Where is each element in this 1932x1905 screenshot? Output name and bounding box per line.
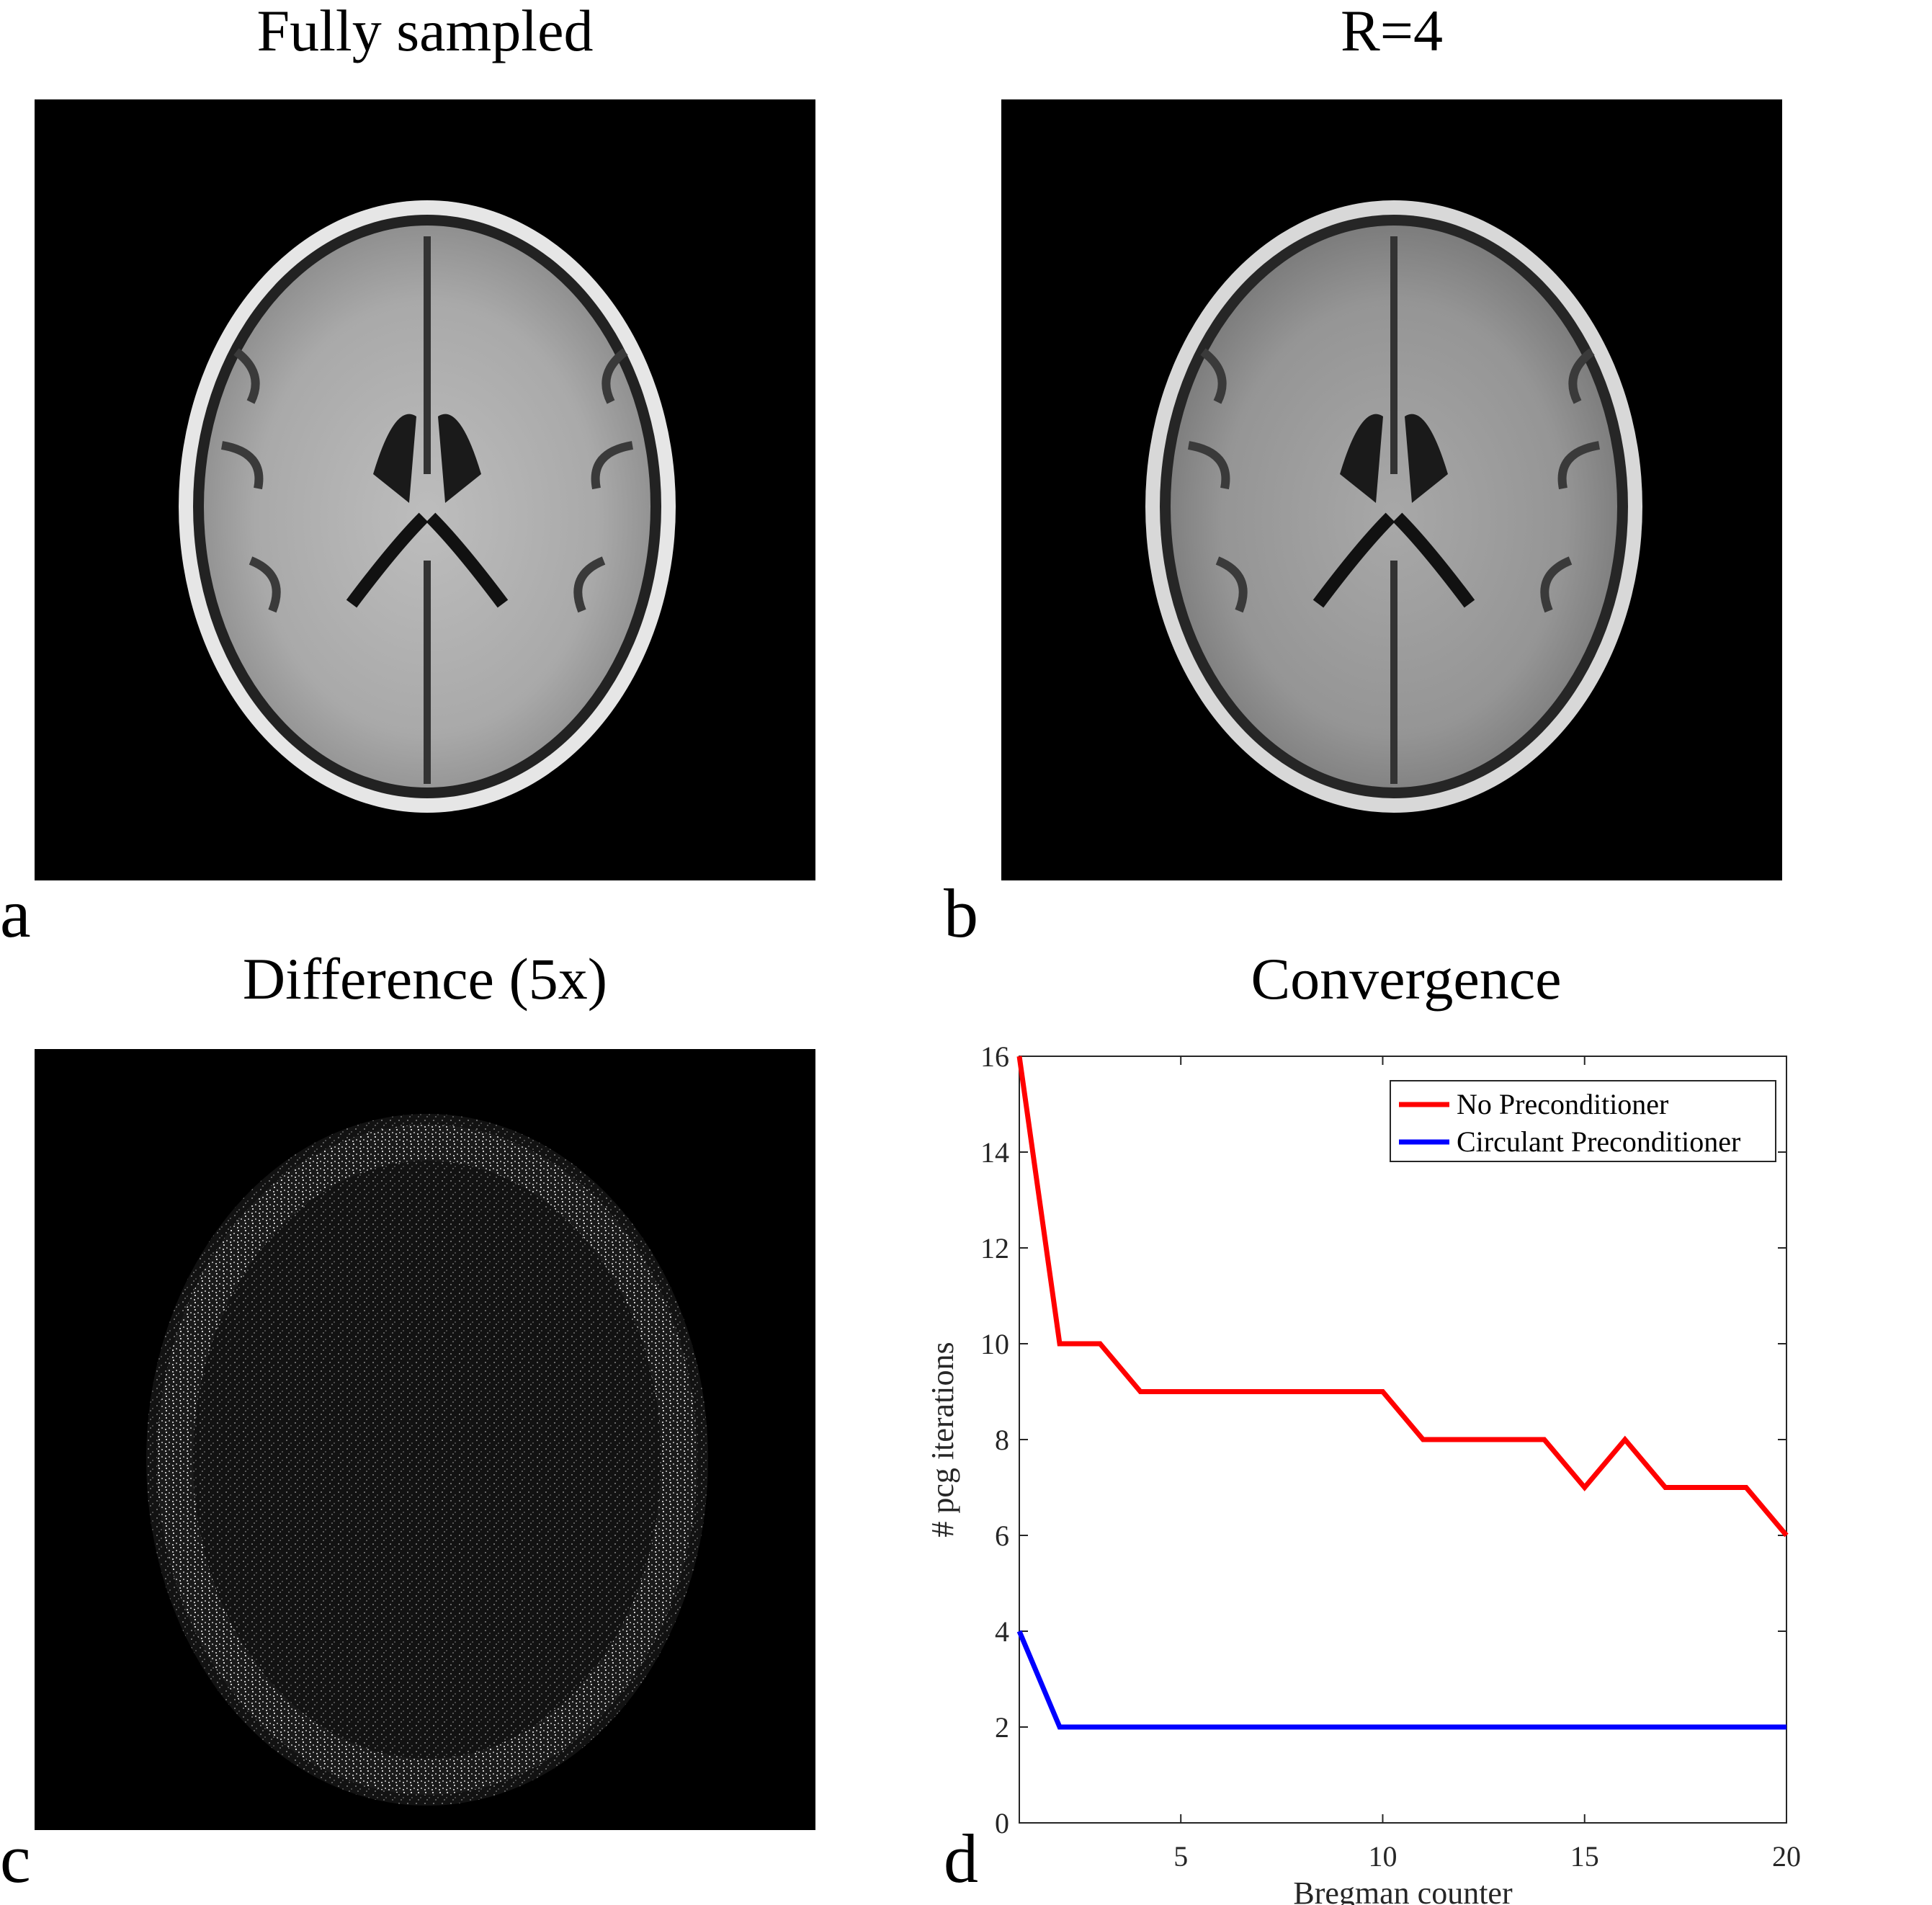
panel-c-title: Difference (5x) bbox=[242, 946, 608, 1012]
y-tick-label: 2 bbox=[995, 1711, 1009, 1744]
y-tick-label: 6 bbox=[995, 1520, 1009, 1552]
y-tick-label: 4 bbox=[995, 1615, 1009, 1648]
x-tick-label: 20 bbox=[1772, 1840, 1801, 1873]
undersampled-mri-image bbox=[1001, 99, 1782, 880]
y-tick-label: 0 bbox=[995, 1807, 1009, 1839]
fully-sampled-mri-image bbox=[35, 99, 815, 880]
y-tick-label: 16 bbox=[980, 1040, 1009, 1073]
y-tick-label: 8 bbox=[995, 1424, 1009, 1456]
y-axis-label: # pcg iterations bbox=[929, 1342, 960, 1537]
legend-label: No Preconditioner bbox=[1457, 1088, 1668, 1120]
x-tick-label: 10 bbox=[1368, 1840, 1397, 1873]
x-tick-label: 15 bbox=[1570, 1840, 1599, 1873]
difference-image bbox=[35, 1049, 815, 1830]
x-axis-label: Bregman counter bbox=[1293, 1875, 1513, 1905]
series-line-1 bbox=[1016, 1630, 1786, 1730]
panel-b-letter: b bbox=[944, 875, 978, 952]
legend-label: Circulant Preconditioner bbox=[1457, 1125, 1740, 1158]
panel-a-letter: a bbox=[0, 875, 31, 952]
series-line-0 bbox=[1016, 1056, 1789, 1538]
panel-d-letter: d bbox=[944, 1820, 978, 1897]
x-tick-label: 5 bbox=[1173, 1840, 1188, 1873]
panel-d-title: Convergence bbox=[1251, 946, 1562, 1012]
panel-a-title: Fully sampled bbox=[256, 0, 594, 63]
y-tick-label: 12 bbox=[980, 1232, 1009, 1264]
convergence-chart: 0 2 4 6 8 10 12 14 16 5 10 15 20 Bregman counter # pcg… bbox=[929, 1040, 1801, 1905]
legend-box bbox=[1390, 1080, 1776, 1162]
panel-b-title: R=4 bbox=[1341, 0, 1443, 63]
y-tick-label: 10 bbox=[980, 1328, 1009, 1360]
y-tick-label: 14 bbox=[980, 1136, 1009, 1169]
plot-frame bbox=[1019, 1056, 1787, 1824]
panel-c-letter: c bbox=[0, 1820, 31, 1897]
